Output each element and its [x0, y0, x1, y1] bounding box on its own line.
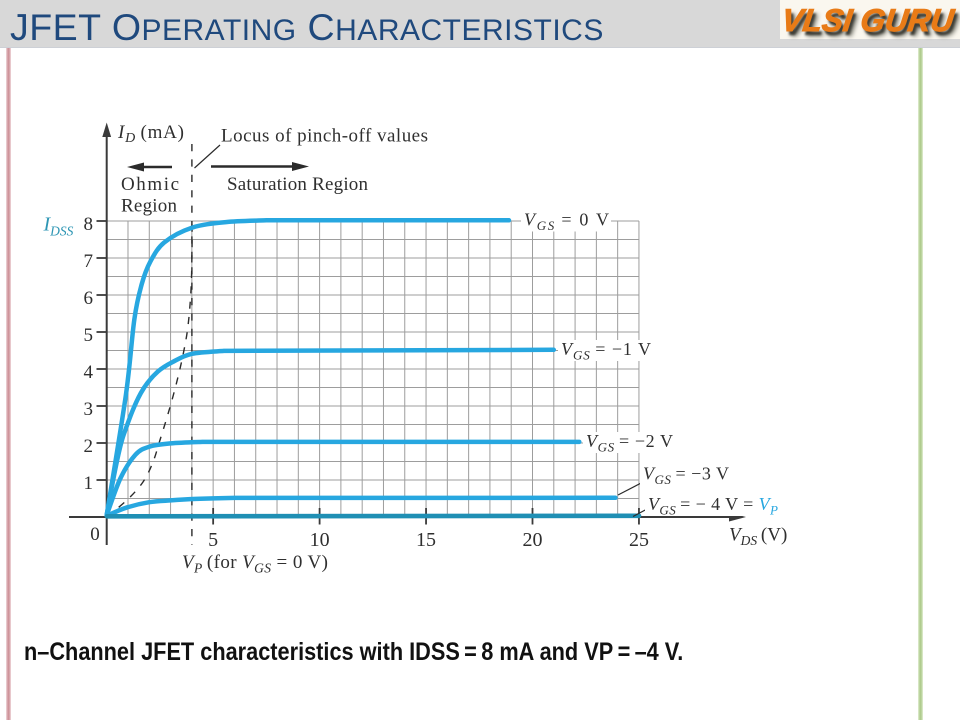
svg-text:20: 20 [523, 529, 543, 551]
svg-text:15: 15 [416, 529, 436, 551]
svg-text:VGS = −1 V: VGS = −1 V [561, 339, 651, 363]
svg-text:7: 7 [84, 251, 94, 272]
svg-text:Saturation Region: Saturation Region [227, 174, 369, 195]
svg-text:IDSS: IDSS [43, 214, 74, 239]
svg-text:8: 8 [84, 214, 94, 235]
svg-text:2: 2 [84, 436, 94, 457]
svg-text:0: 0 [90, 524, 100, 545]
svg-text:1: 1 [84, 473, 94, 494]
svg-text:4: 4 [84, 362, 94, 383]
svg-text:VGS = −3 V: VGS = −3 V [643, 464, 729, 488]
svg-text:ID (mA): ID (mA) [117, 122, 184, 146]
svg-text:Region: Region [121, 196, 178, 217]
svg-text:Ohmic: Ohmic [121, 174, 179, 195]
svg-text:10: 10 [310, 529, 330, 551]
svg-text:Locus of pinch-off values: Locus of pinch-off values [221, 126, 428, 147]
svg-text:3: 3 [84, 399, 94, 420]
svg-text:6: 6 [84, 288, 94, 309]
svg-text:VGS = −2 V: VGS = −2 V [586, 431, 673, 455]
svg-text:5: 5 [208, 529, 218, 551]
svg-text:5: 5 [84, 325, 94, 346]
svg-text:VGS = − 4 V = VP: VGS = − 4 V = VP [648, 494, 778, 518]
svg-text:25: 25 [629, 529, 649, 551]
svg-text:VDS (V): VDS (V) [729, 525, 787, 549]
svg-text:VP (for VGS = 0 V): VP (for VGS = 0 V) [182, 552, 328, 576]
svg-text:VGS = 0 V: V GS = 0 V [524, 210, 609, 234]
